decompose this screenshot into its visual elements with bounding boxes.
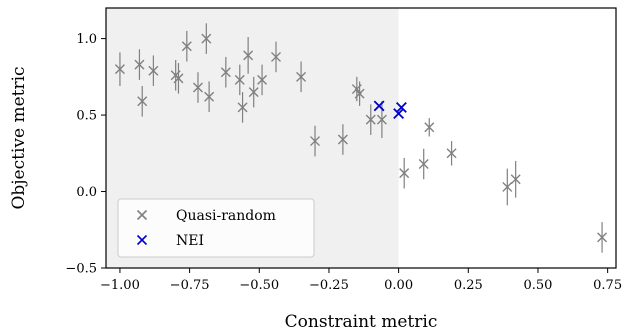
y-tick-label: 1.0: [76, 32, 97, 47]
quasi-random-point: [424, 122, 435, 133]
quasi-random-point: [114, 64, 125, 75]
x-tick-label: 0.75: [593, 278, 622, 293]
quasi-random-point: [137, 96, 148, 107]
y-axis-ticks: −0.5 0.0 0.5 1.0: [65, 32, 106, 277]
quasi-random-point: [234, 74, 245, 85]
quasi-random-point: [502, 181, 513, 192]
quasi-random-point: [192, 82, 203, 93]
y-tick-label: 0.0: [76, 185, 97, 200]
legend-label: NEI: [176, 233, 204, 249]
x-tick-label: −0.75: [170, 278, 210, 293]
legend-marker: [136, 234, 148, 246]
quasi-random-point: [337, 134, 348, 145]
quasi-random-point: [220, 67, 231, 78]
quasi-random-point: [510, 174, 521, 185]
quasi-random-point: [365, 114, 376, 125]
quasi-random-point: [271, 51, 281, 62]
quasi-random-point: [399, 168, 410, 179]
quasi-random-point: [257, 74, 268, 85]
quasi-random-point: [181, 41, 192, 52]
nei-point: [395, 101, 407, 113]
x-axis-label: Constraint metric: [285, 312, 438, 332]
legend: Quasi-random NEI: [117, 198, 315, 258]
quasi-random-point: [248, 87, 259, 98]
y-tick-label: −0.5: [65, 262, 97, 277]
quasi-random-point: [310, 136, 321, 147]
quasi-random-point: [418, 159, 429, 169]
x-tick-label: −0.25: [309, 278, 349, 293]
quasi-random-point: [204, 91, 215, 102]
legend-label: Quasi-random: [176, 208, 276, 224]
x-tick-label: −1.00: [100, 278, 140, 293]
quasi-random-point: [237, 102, 248, 113]
nei-point: [373, 100, 385, 112]
plot-frame: [105, 7, 617, 269]
x-tick-label: 0.25: [454, 278, 483, 293]
quasi-random-point: [134, 59, 145, 70]
quasi-random-point: [351, 84, 362, 95]
quasi-random-point: [354, 88, 365, 99]
x-axis-ticks: −1.00 −0.75 −0.50 −0.25 0.00 0.25 0.50 0.75: [100, 268, 622, 293]
legend-marker: [136, 209, 148, 221]
quasi-random-point: [148, 65, 159, 76]
quasi-random-point: [243, 50, 254, 61]
quasi-random-point: [173, 73, 184, 84]
x-tick-label: 0.00: [384, 278, 413, 293]
quasi-random-point: [296, 71, 307, 82]
y-tick-label: 0.5: [76, 109, 97, 124]
quasi-random-point: [201, 33, 212, 44]
nei-point: [393, 108, 405, 119]
quasi-random-point: [376, 114, 387, 125]
x-tick-label: 0.50: [523, 278, 552, 293]
quasi-random-point: [446, 148, 457, 159]
x-tick-label: −0.50: [239, 278, 279, 293]
y-axis-label: Objective metric: [9, 66, 29, 209]
data-markers: [114, 33, 608, 243]
legend-box: [117, 198, 315, 258]
quasi-random-point: [597, 232, 608, 243]
